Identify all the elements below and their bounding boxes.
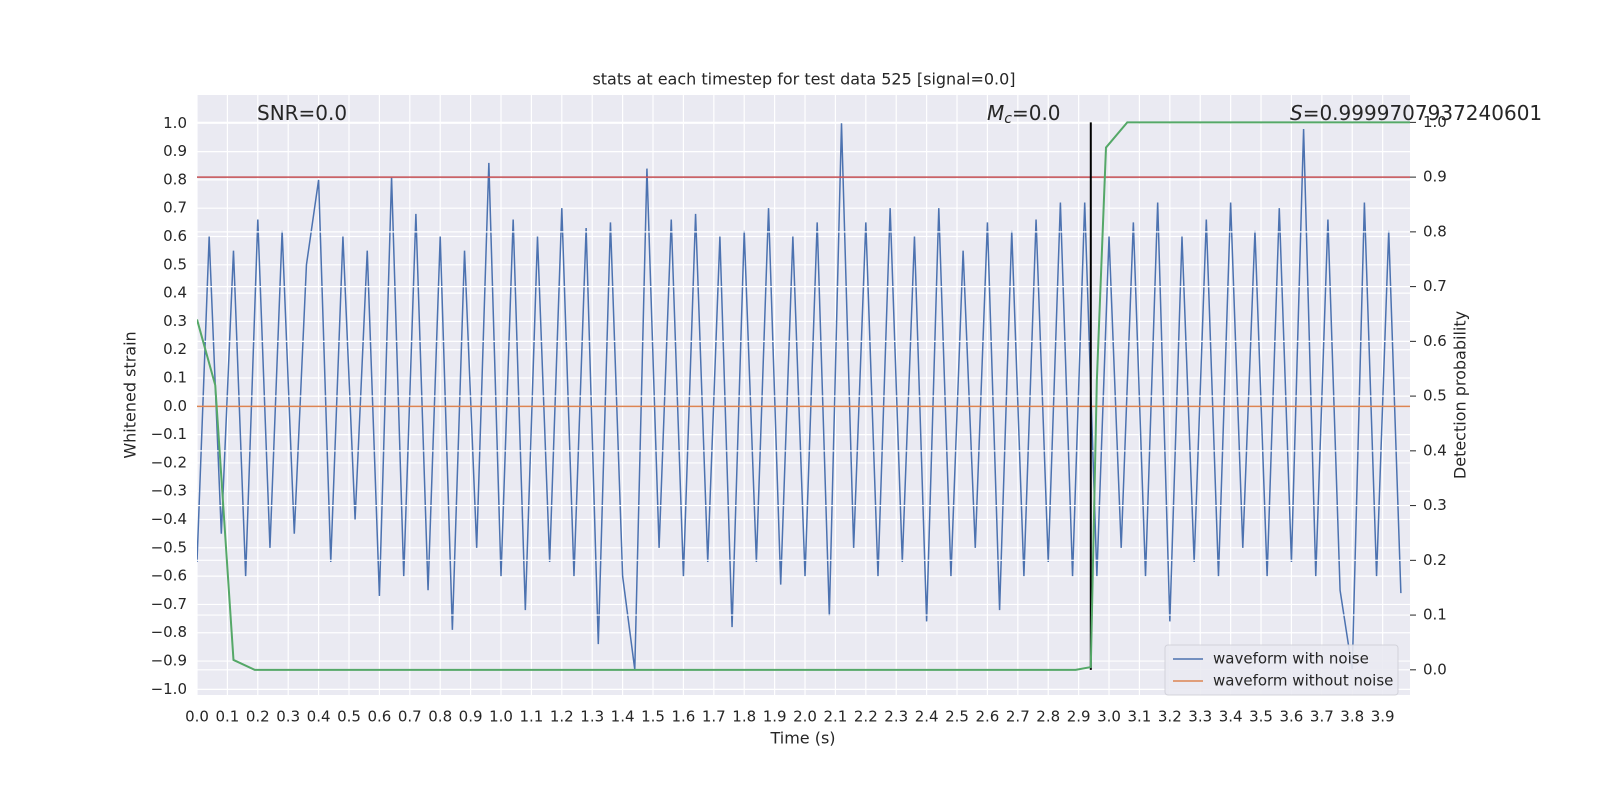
y2-tick-label: 1.0: [1423, 113, 1447, 131]
x-tick-label: 3.3: [1188, 708, 1212, 726]
y2-tick-label: 0.1: [1423, 606, 1447, 624]
x-tick-label: 1.0: [489, 708, 513, 726]
x-tick-label: 2.7: [1006, 708, 1030, 726]
y2-tick-label: 0.6: [1423, 332, 1447, 350]
y-tick-label: −1.0: [151, 680, 187, 698]
annotation-symbol: M: [987, 101, 1004, 125]
y-tick-label: 0.5: [163, 255, 187, 273]
x-tick-label: 3.1: [1128, 708, 1152, 726]
annotation-text: =0.9999707937240601: [1303, 101, 1542, 125]
x-tick-label: 2.0: [793, 708, 817, 726]
y-tick-label: 0.6: [163, 227, 187, 245]
y-tick-label: −0.3: [151, 482, 187, 500]
y2-tick-label: 0.4: [1423, 441, 1447, 459]
legend-label: waveform with noise: [1213, 650, 1369, 668]
annotation-text: =0.0: [1012, 101, 1061, 125]
x-tick-label: 0.5: [337, 708, 361, 726]
x-tick-label: 1.9: [763, 708, 787, 726]
y2-tick-label: 0.5: [1423, 387, 1447, 405]
x-tick-label: 2.8: [1036, 708, 1060, 726]
x-tick-label: 0.6: [367, 708, 391, 726]
annotation: SNR=0.0: [257, 101, 347, 125]
x-tick-label: 3.0: [1097, 708, 1121, 726]
x-tick-label: 3.6: [1280, 708, 1304, 726]
x-tick-label: 0.2: [246, 708, 270, 726]
y-tick-label: 0.8: [163, 170, 187, 188]
x-axis-label: Time (s): [769, 729, 835, 748]
x-tick-label: 2.2: [854, 708, 878, 726]
plot-background: [197, 95, 1410, 695]
x-tick-label: 2.3: [884, 708, 908, 726]
annotation: S=0.9999707937240601: [1290, 101, 1542, 125]
x-tick-label: 2.5: [945, 708, 969, 726]
chart-title: stats at each timestep for test data 525…: [592, 70, 1015, 89]
x-tick-label: 0.1: [215, 708, 239, 726]
legend-box: [1164, 644, 1399, 696]
x-tick-label: 3.8: [1340, 708, 1364, 726]
y-tick-label: 0.7: [163, 199, 187, 217]
x-tick-label: 0.0: [185, 708, 209, 726]
y2-tick-label: 0.2: [1423, 551, 1447, 569]
y-tick-label: −0.6: [151, 567, 187, 585]
series-line: [197, 121, 1410, 671]
y-tick-label: 0.4: [163, 284, 187, 302]
x-tick-label: 3.5: [1249, 708, 1273, 726]
annotation-subscript: c: [1004, 111, 1012, 127]
y-tick-label: −0.8: [151, 623, 187, 641]
x-tick-label: 3.7: [1310, 708, 1334, 726]
y-tick-label: 1.0: [163, 114, 187, 132]
y2-tick-label: 0.3: [1423, 496, 1447, 514]
x-tick-label: 0.7: [398, 708, 422, 726]
y-tick-label: 0.0: [163, 397, 187, 415]
x-tick-label: 0.4: [307, 708, 331, 726]
y2-tick-label: 0.8: [1423, 222, 1447, 240]
y-tick-label: 0.1: [163, 369, 187, 387]
y-tick-label: −0.7: [151, 595, 187, 613]
y-tick-label: −0.1: [151, 425, 187, 443]
x-tick-label: 3.9: [1371, 708, 1395, 726]
annotation-symbol: S: [1290, 101, 1303, 125]
x-tick-label: 2.1: [823, 708, 847, 726]
x-tick-label: 2.6: [975, 708, 999, 726]
annotation-text: SNR=0.0: [257, 101, 347, 125]
y-tick-label: −0.4: [151, 510, 187, 528]
x-tick-label: 1.7: [702, 708, 726, 726]
y2-tick-label: 0.0: [1423, 660, 1447, 678]
x-tick-label: 2.4: [915, 708, 939, 726]
x-tick-label: 3.2: [1158, 708, 1182, 726]
y-tick-label: −0.2: [151, 453, 187, 471]
y-tick-label: 0.9: [163, 142, 187, 160]
y-axis-label: Whitened strain: [121, 331, 140, 458]
x-tick-label: 0.8: [428, 708, 452, 726]
annotation: Mc=0.0: [987, 101, 1061, 128]
x-tick-label: 1.2: [550, 708, 574, 726]
x-tick-label: 1.3: [580, 708, 604, 726]
y2-tick-label: 0.9: [1423, 168, 1447, 186]
x-tick-label: 3.4: [1219, 708, 1243, 726]
y-tick-label: −0.5: [151, 538, 187, 556]
y-tick-label: −0.9: [151, 652, 187, 670]
x-tick-label: 1.1: [519, 708, 543, 726]
x-tick-label: 0.3: [276, 708, 300, 726]
y-tick-label: 0.3: [163, 312, 187, 330]
y-tick-label: 0.2: [163, 340, 187, 358]
y2-tick-label: 0.7: [1423, 277, 1447, 295]
x-tick-label: 2.9: [1067, 708, 1091, 726]
y2-axis-label: Detection probability: [1451, 311, 1470, 479]
x-tick-label: 1.5: [641, 708, 665, 726]
legend-label: waveform without noise: [1213, 672, 1393, 690]
x-tick-label: 0.9: [459, 708, 483, 726]
x-tick-label: 1.6: [671, 708, 695, 726]
x-tick-label: 1.4: [611, 708, 635, 726]
x-tick-label: 1.8: [732, 708, 756, 726]
